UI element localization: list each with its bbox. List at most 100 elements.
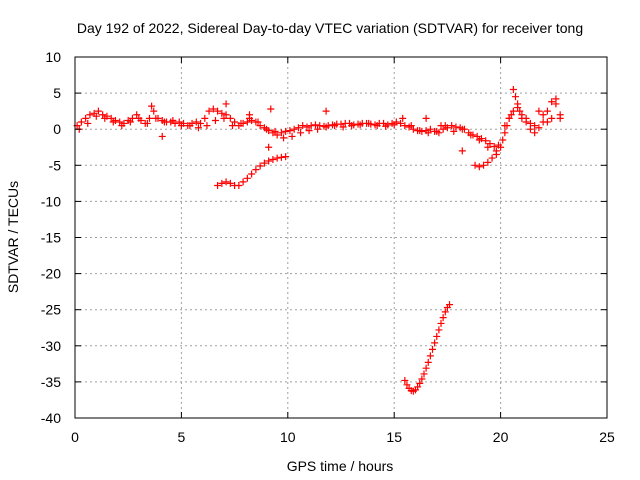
data-point [158,132,166,140]
data-point [535,107,543,115]
data-point [118,122,126,130]
data-point [484,143,492,151]
data-point [99,111,107,119]
y-tick-label: 5 [53,85,61,101]
data-point [82,114,90,122]
data-point [305,127,313,135]
chart-title: Day 192 of 2022, Sidereal Day-to-day VTE… [77,20,583,36]
data-point [282,153,290,161]
data-point [552,95,560,103]
data-point [222,100,230,108]
data-point [543,107,551,115]
y-tick-label: -20 [41,266,61,282]
data-point [192,118,200,126]
data-point [322,107,330,115]
data-point [373,122,381,130]
y-tick-label: -40 [41,410,61,426]
data-point [109,118,117,126]
data-point [186,122,194,130]
series-outliers [148,100,466,155]
data-point [422,364,430,372]
data-point [252,166,260,174]
data-point [450,127,458,135]
data-point [439,314,447,322]
data-point [516,107,524,115]
data-point [501,129,509,137]
data-point [467,131,475,139]
data-point [475,136,483,144]
data-point [128,114,136,122]
series-mid-arc [214,153,290,190]
data-point [277,129,285,137]
data-point [403,381,411,389]
data-point [548,98,556,106]
data-point [107,114,115,122]
data-point [197,119,205,127]
data-point [307,122,315,130]
data-point [226,114,234,122]
data-point [269,156,277,164]
y-tick-label: -10 [41,193,61,209]
data-point [220,114,228,122]
data-point [437,319,445,327]
y-tick-label: -25 [41,302,61,318]
data-point [218,109,226,117]
data-point [331,122,339,130]
data-point [426,125,434,133]
data-point [228,122,236,130]
x-tick-label: 5 [178,429,186,445]
data-point [273,154,281,162]
data-point [365,119,373,127]
data-point [282,127,290,135]
data-point [505,114,513,122]
data-point [416,127,424,135]
data-point [143,119,151,127]
data-point [299,122,307,130]
data-point [507,111,515,119]
data-point [473,132,481,140]
y-tick-label: -15 [41,230,61,246]
data-point [356,121,364,129]
data-point [205,107,213,115]
data-point [152,114,160,122]
data-point [401,376,409,384]
data-point [260,159,268,167]
data-point [265,143,273,151]
data-point [509,85,517,93]
data-point [518,111,526,119]
data-point [243,118,251,126]
data-point [148,102,156,110]
data-point [267,105,275,113]
data-point [531,122,539,130]
data-point [539,118,547,126]
data-point [426,352,434,360]
data-point [539,111,547,119]
data-point [486,140,494,148]
data-point [435,326,443,334]
data-points [73,85,564,395]
data-point [169,117,177,125]
data-point [203,122,211,130]
data-point [414,383,422,391]
data-point [231,118,239,126]
data-point [416,379,424,387]
data-point [160,118,168,126]
data-point [237,119,245,127]
data-point [314,125,322,133]
data-point [382,122,390,130]
x-tick-label: 15 [386,429,402,445]
data-point [218,179,226,187]
x-tick-label: 25 [599,429,615,445]
data-point [399,114,407,122]
data-point [263,125,271,133]
data-point [422,114,430,122]
data-point [556,114,564,122]
data-point [116,118,124,126]
data-point [316,122,324,130]
data-point [452,123,460,131]
data-point [433,127,441,135]
data-point [484,158,492,166]
data-point [277,153,285,161]
data-point [437,122,445,130]
data-point [497,143,505,151]
